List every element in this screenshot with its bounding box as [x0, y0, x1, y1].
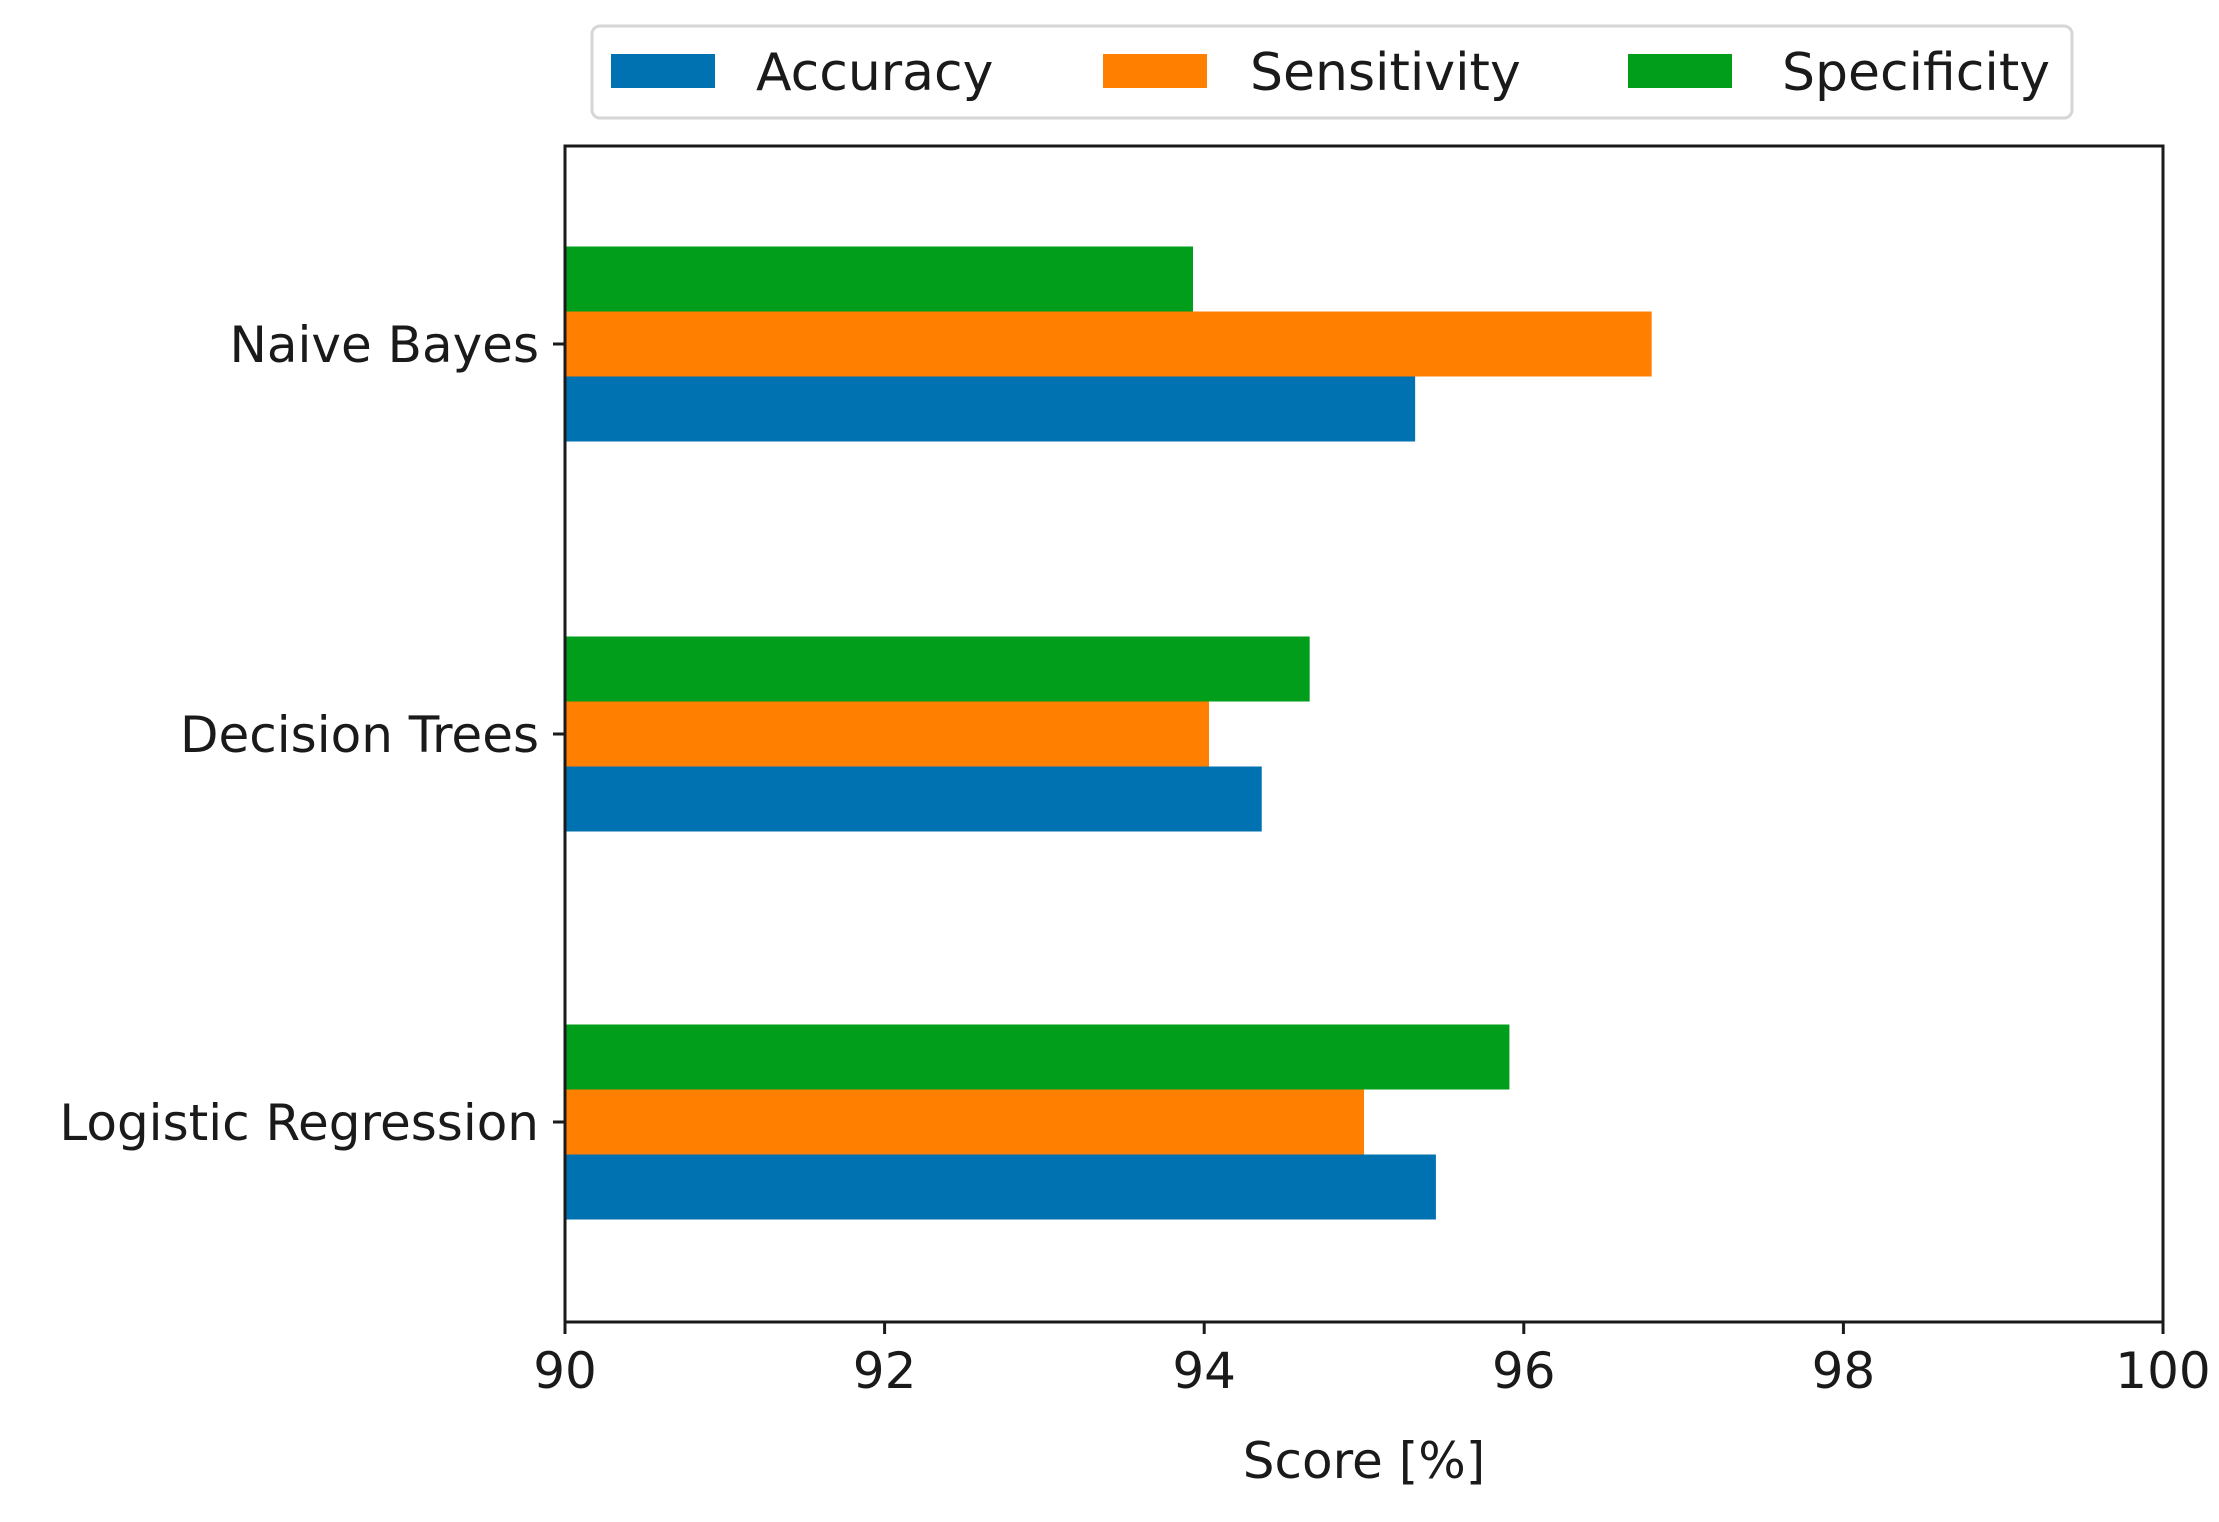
x-axis: 90 92 94 96 98 100	[533, 1322, 2211, 1400]
bar-specificity-0	[565, 1024, 1510, 1090]
bar-specificity-2	[565, 246, 1194, 312]
x-tick-label: 96	[1492, 1342, 1556, 1400]
y-tick-label: Naive Bayes	[229, 316, 539, 374]
bar-sensitivity-2	[565, 311, 1652, 377]
legend-label-specificity: Specificity	[1782, 43, 2050, 103]
x-axis-title: Score [%]	[1243, 1432, 1485, 1490]
x-tick-label: 94	[1172, 1342, 1236, 1400]
legend-swatch-specificity	[1628, 54, 1732, 88]
bars-group	[565, 246, 1652, 1220]
x-tick-label: 92	[853, 1342, 917, 1400]
x-tick-label: 90	[533, 1342, 597, 1400]
legend-label-accuracy: Accuracy	[756, 43, 993, 103]
legend: Accuracy Sensitivity Specificity	[590, 24, 2074, 120]
y-tick-label: Decision Trees	[180, 706, 539, 764]
bar-accuracy-1	[565, 766, 1262, 832]
bar-sensitivity-1	[565, 701, 1209, 767]
bar-specificity-1	[565, 636, 1310, 702]
x-tick-label: 98	[1812, 1342, 1876, 1400]
bar-sensitivity-0	[565, 1089, 1364, 1155]
legend-label-sensitivity: Sensitivity	[1250, 43, 1521, 103]
x-tick-label: 100	[2115, 1342, 2210, 1400]
legend-swatch-sensitivity	[1103, 54, 1207, 88]
bar-accuracy-2	[565, 376, 1416, 442]
y-tick-label: Logistic Regression	[59, 1094, 539, 1152]
legend-swatch-accuracy	[611, 54, 715, 88]
legend-frame	[590, 24, 2074, 120]
bar-accuracy-0	[565, 1154, 1436, 1220]
y-axis: Logistic Regression Decision Trees Naive B…	[59, 316, 565, 1152]
